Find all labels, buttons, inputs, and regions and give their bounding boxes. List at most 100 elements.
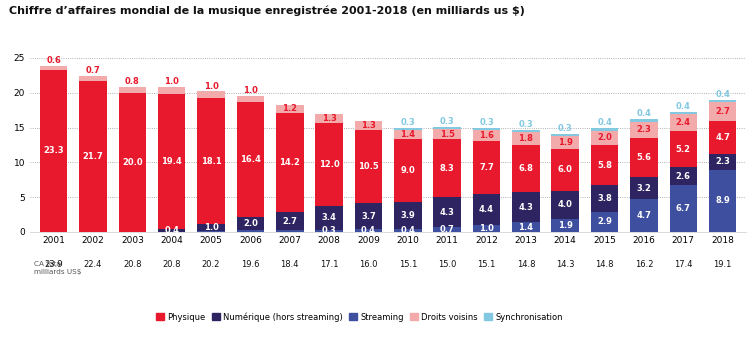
- Text: 2.0: 2.0: [243, 219, 258, 228]
- Text: 0.3: 0.3: [479, 118, 494, 127]
- Text: 8.9: 8.9: [716, 196, 730, 205]
- Bar: [512, 130, 540, 132]
- Bar: [80, 76, 106, 81]
- Bar: [472, 130, 500, 141]
- Text: 1.0: 1.0: [203, 223, 218, 232]
- Text: 8.3: 8.3: [440, 164, 454, 173]
- Text: 2.7: 2.7: [282, 217, 297, 226]
- Text: 0.4: 0.4: [164, 226, 179, 235]
- Bar: [80, 81, 106, 232]
- Text: 14.8: 14.8: [596, 260, 613, 269]
- Bar: [158, 87, 185, 94]
- Text: 0.8: 0.8: [125, 77, 140, 86]
- Text: 10.5: 10.5: [358, 162, 379, 171]
- Text: 1.3: 1.3: [322, 114, 337, 123]
- Bar: [670, 167, 697, 185]
- Text: 14.8: 14.8: [517, 260, 535, 269]
- Text: 1.0: 1.0: [243, 86, 258, 95]
- Text: 0.4: 0.4: [597, 118, 612, 128]
- Bar: [118, 93, 146, 232]
- Bar: [394, 128, 422, 130]
- Bar: [551, 136, 579, 149]
- Bar: [394, 202, 422, 229]
- Bar: [709, 170, 736, 232]
- Bar: [433, 129, 461, 139]
- Bar: [630, 138, 658, 177]
- Bar: [512, 222, 540, 232]
- Bar: [355, 229, 382, 232]
- Text: 1.4: 1.4: [518, 223, 533, 232]
- Text: 18.1: 18.1: [201, 157, 221, 166]
- Bar: [591, 131, 618, 145]
- Text: 1.6: 1.6: [479, 131, 494, 140]
- Bar: [709, 103, 736, 121]
- Text: 1.8: 1.8: [518, 134, 533, 143]
- Text: 17.4: 17.4: [674, 260, 692, 269]
- Text: 2.0: 2.0: [597, 133, 612, 143]
- Text: 6.0: 6.0: [558, 165, 573, 175]
- Text: 0.4: 0.4: [637, 109, 651, 118]
- Text: 1.3: 1.3: [361, 121, 376, 130]
- Text: 23.3: 23.3: [44, 146, 64, 155]
- Text: 0.3: 0.3: [322, 226, 337, 235]
- Text: 1.0: 1.0: [203, 81, 218, 90]
- Bar: [276, 113, 304, 212]
- Bar: [630, 199, 658, 232]
- Text: 4.3: 4.3: [440, 208, 454, 217]
- Text: 0.4: 0.4: [676, 102, 691, 111]
- Text: 20.8: 20.8: [163, 260, 181, 269]
- Bar: [709, 154, 736, 170]
- Bar: [315, 230, 343, 232]
- Bar: [472, 128, 500, 130]
- Bar: [236, 217, 264, 231]
- Text: 2.3: 2.3: [637, 125, 651, 134]
- Text: Chiffre d’affaires mondial de la musique enregistrée 2001-2018 (en milliards us : Chiffre d’affaires mondial de la musique…: [9, 5, 525, 16]
- Text: 0.7: 0.7: [86, 66, 100, 75]
- Bar: [630, 122, 658, 138]
- Text: 0.3: 0.3: [518, 120, 533, 130]
- Text: 0.4: 0.4: [361, 226, 376, 235]
- Bar: [355, 130, 382, 203]
- Bar: [591, 145, 618, 185]
- Bar: [355, 203, 382, 229]
- Bar: [512, 192, 540, 222]
- Bar: [591, 212, 618, 232]
- Text: CA total
milliards US$: CA total milliards US$: [34, 261, 81, 275]
- Text: 0.6: 0.6: [46, 56, 61, 65]
- Text: 2.7: 2.7: [716, 107, 730, 116]
- Text: 2.6: 2.6: [676, 172, 691, 181]
- Text: 16.0: 16.0: [359, 260, 378, 269]
- Text: 20.8: 20.8: [123, 260, 142, 269]
- Bar: [394, 139, 422, 202]
- Text: 3.7: 3.7: [361, 212, 376, 221]
- Bar: [315, 206, 343, 230]
- Text: 14.2: 14.2: [279, 158, 300, 167]
- Text: 18.4: 18.4: [280, 260, 299, 269]
- Text: 6.7: 6.7: [676, 204, 691, 213]
- Text: 4.7: 4.7: [637, 211, 651, 220]
- Text: 0.3: 0.3: [400, 118, 416, 127]
- Bar: [236, 103, 264, 217]
- Text: 4.4: 4.4: [479, 205, 494, 214]
- Bar: [512, 145, 540, 192]
- Bar: [276, 231, 304, 232]
- Bar: [630, 177, 658, 199]
- Text: 22.4: 22.4: [84, 260, 102, 269]
- Text: 3.9: 3.9: [400, 211, 416, 220]
- Bar: [670, 185, 697, 232]
- Bar: [315, 123, 343, 206]
- Text: 15.1: 15.1: [398, 260, 417, 269]
- Text: 3.8: 3.8: [597, 194, 612, 203]
- Text: 23.9: 23.9: [44, 260, 63, 269]
- Text: 1.2: 1.2: [282, 104, 297, 113]
- Bar: [276, 105, 304, 113]
- Text: 1.4: 1.4: [400, 130, 416, 139]
- Bar: [433, 227, 461, 232]
- Text: 1.0: 1.0: [164, 77, 179, 86]
- Bar: [591, 185, 618, 212]
- Bar: [512, 132, 540, 145]
- Text: 19.6: 19.6: [242, 260, 260, 269]
- Bar: [670, 131, 697, 167]
- Bar: [315, 114, 343, 123]
- Text: 0.3: 0.3: [558, 124, 572, 133]
